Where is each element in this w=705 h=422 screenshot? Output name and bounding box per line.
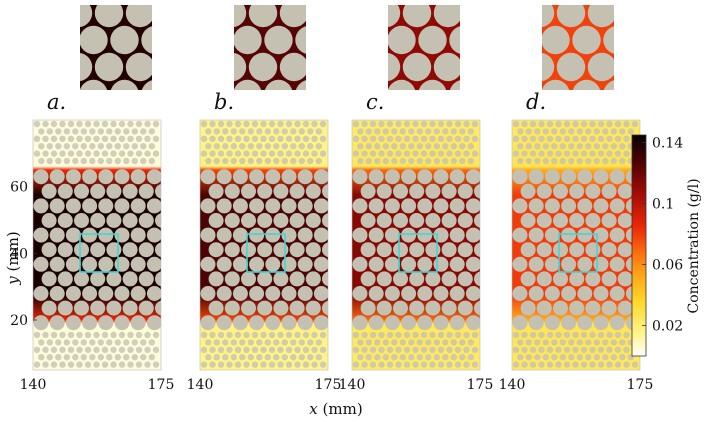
colorbar: 0.02 0.06 0.1 0.14 Concentration (g/l) [631, 134, 702, 357]
y-axis-unit: (mm) [4, 231, 22, 271]
x-tick-label-2-0: 140 [339, 377, 366, 393]
inset-box-1 [246, 233, 286, 273]
panel-0: a. 140 175 [20, 5, 175, 393]
panel-frame-0 [32, 119, 162, 371]
bottom-band-1 [200, 331, 327, 368]
top-band-3 [512, 120, 639, 165]
thumbnail-1 [234, 5, 306, 90]
panel-label-3: d. [526, 90, 546, 114]
y-axis-label: y (mm) [4, 231, 22, 285]
inset-box-3 [558, 233, 598, 273]
obstacles-3 [512, 169, 640, 331]
bottom-band-2 [352, 331, 479, 368]
inset-box-0 [79, 233, 119, 273]
panel-label-2: c. [366, 90, 384, 114]
y-tick-label-0: 20 [10, 313, 28, 329]
x-tick-label-3-1: 175 [627, 377, 654, 393]
colorbar-gradient [631, 134, 647, 357]
thumbnail-0 [80, 5, 152, 90]
y-tick-label-2: 60 [10, 180, 28, 196]
obstacles-1 [200, 169, 328, 331]
x-axis-var: x [309, 400, 318, 418]
x-axis-unit: (mm) [323, 400, 363, 418]
x-tick-label-2-1: 175 [467, 377, 494, 393]
panel-3: d. 140 175 [499, 5, 654, 393]
bottom-band-0 [33, 331, 160, 368]
colorbar-label: Concentration (g/l) [686, 178, 702, 313]
bottom-band-3 [512, 331, 639, 368]
colorbar-tick-label-2: 0.1 [652, 197, 674, 213]
colorbar-tick-label-1: 0.06 [652, 258, 683, 274]
obstacles-0 [33, 169, 161, 331]
panel-1: b. 140 175 [187, 5, 342, 393]
x-tick-label-0-0: 140 [20, 377, 47, 393]
thumbnail-2 [388, 5, 460, 90]
x-tick-label-1-0: 140 [187, 377, 214, 393]
colorbar-tick-label-0: 0.02 [652, 319, 683, 335]
panel-label-0: a. [47, 90, 66, 114]
panel-frame-2 [351, 119, 481, 371]
panel-label-1: b. [214, 90, 234, 114]
y-tick-label-1: 40 [10, 246, 28, 262]
panel-2: c. 140 175 [339, 5, 494, 393]
x-tick-label-3-0: 140 [499, 377, 526, 393]
thumbnail-3 [542, 5, 614, 90]
x-axis-label: x (mm) [309, 400, 362, 418]
panel-frame-1 [199, 119, 329, 371]
colorbar-tick-label-3: 0.14 [652, 136, 683, 152]
inset-box-2 [398, 233, 438, 273]
top-band-0 [33, 120, 160, 165]
obstacles-2 [352, 169, 480, 331]
x-tick-label-1-1: 175 [315, 377, 342, 393]
x-tick-label-0-1: 175 [148, 377, 175, 393]
y-axis: 20 40 60 [10, 180, 37, 329]
top-band-1 [200, 120, 327, 165]
top-band-2 [352, 120, 479, 165]
y-axis-var: y [4, 276, 22, 286]
